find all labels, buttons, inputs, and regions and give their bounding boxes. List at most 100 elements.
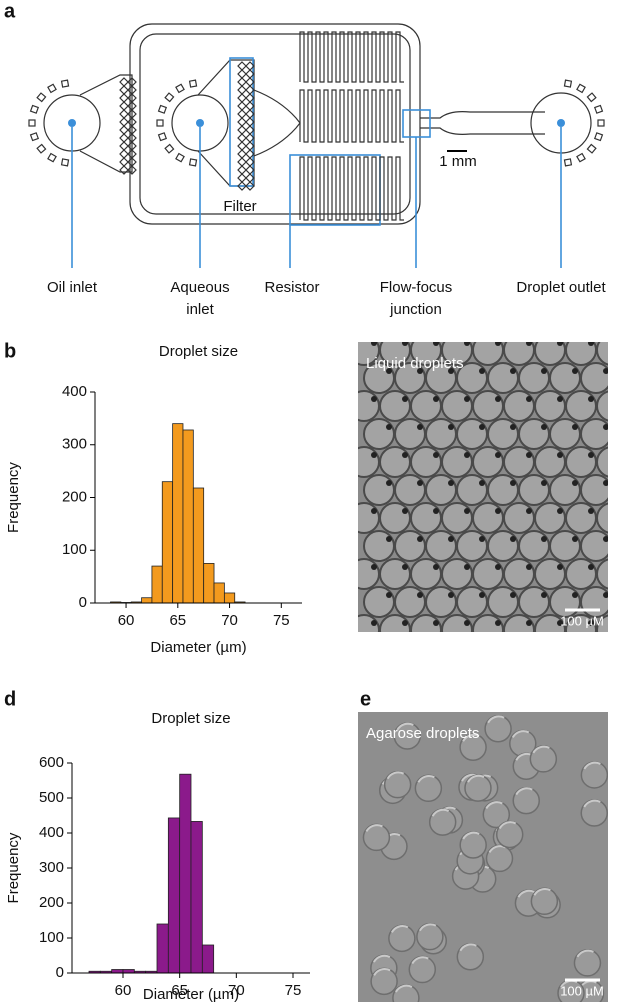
filter-post	[237, 157, 255, 167]
x-tick-label: 75	[273, 612, 290, 629]
droplet	[425, 586, 457, 618]
droplet-shadow	[386, 592, 392, 598]
callout-label: Oil inlet	[47, 279, 98, 296]
inlet-pad	[164, 92, 175, 103]
x-axis-label: Diameter (µm)	[150, 639, 246, 656]
histogram-bar	[203, 563, 215, 604]
droplet	[392, 984, 420, 1002]
droplet-shadow	[557, 396, 563, 402]
droplet	[518, 586, 550, 618]
y-axis-label: Frequency	[5, 832, 22, 903]
droplet	[503, 446, 535, 478]
droplet-shadow	[433, 452, 439, 458]
droplet-highlight	[583, 761, 601, 770]
droplet	[612, 363, 620, 393]
histogram-bar	[192, 487, 205, 604]
y-tick-label: 100	[62, 541, 87, 558]
droplet-highlight	[462, 733, 480, 742]
droplet-highlight	[533, 887, 551, 896]
histogram-bar	[156, 923, 169, 974]
droplet-shadow	[603, 480, 608, 486]
droplet-shadow	[402, 564, 408, 570]
droplet-shadow	[371, 564, 377, 570]
droplet-shadow	[572, 536, 578, 542]
droplet-shadow	[603, 536, 608, 542]
droplet	[408, 955, 437, 984]
droplet-shadow	[464, 564, 470, 570]
droplet	[512, 786, 540, 815]
y-tick-label: 300	[62, 436, 87, 453]
droplet-shadow	[479, 536, 485, 542]
x-tick-label: 70	[228, 982, 245, 999]
histogram-bar	[122, 969, 135, 974]
y-tick-label: 200	[62, 488, 87, 505]
droplet-shadow	[433, 396, 439, 402]
droplet	[518, 530, 550, 562]
droplet-shadow	[603, 424, 608, 430]
droplet-shadow	[495, 396, 501, 402]
y-tick-label: 300	[39, 859, 64, 876]
droplet-shadow	[402, 620, 408, 626]
droplet-highlight	[373, 968, 391, 976]
droplet	[549, 418, 581, 450]
inlet-pad	[47, 83, 57, 94]
droplet-shadow	[433, 620, 439, 626]
x-tick-label: 70	[221, 612, 238, 629]
droplet-shadow	[464, 620, 470, 626]
droplet	[363, 530, 395, 562]
panel-label: d	[4, 688, 16, 710]
droplet-shadow	[448, 424, 454, 430]
droplet	[425, 530, 457, 562]
droplet	[487, 474, 519, 506]
histogram-bar	[141, 597, 153, 604]
droplet	[596, 390, 608, 422]
droplet	[565, 502, 597, 534]
scale-bar-label: 1 mm	[439, 153, 477, 170]
inlet-pad	[164, 143, 175, 154]
droplet-highlight	[462, 831, 480, 840]
droplet	[394, 418, 426, 450]
droplet	[456, 943, 485, 971]
y-tick-label: 400	[62, 383, 87, 400]
droplet-shadow	[448, 536, 454, 542]
filter-post	[237, 125, 255, 135]
droplet-highlight	[517, 889, 535, 898]
inlet-pad	[175, 83, 185, 94]
y-tick-label: 400	[39, 824, 64, 841]
droplet-shadow	[572, 368, 578, 374]
droplet	[503, 342, 535, 366]
resistor-channel	[299, 156, 404, 221]
histogram-bar	[201, 944, 215, 974]
droplet	[416, 922, 444, 951]
droplet-highlight	[532, 745, 550, 754]
droplet	[394, 474, 426, 506]
droplet-shadow	[526, 564, 532, 570]
droplet-shadow	[495, 342, 501, 346]
droplet-shadow	[588, 396, 594, 402]
x-tick-label: 75	[285, 982, 302, 999]
droplet	[362, 823, 391, 852]
filter-post	[237, 101, 255, 111]
filter-post	[237, 133, 255, 143]
droplet-shadow	[402, 396, 408, 402]
droplet	[596, 502, 608, 534]
x-tick-label: 65	[171, 982, 188, 999]
droplet	[518, 418, 550, 450]
inlet-pad	[47, 152, 57, 163]
histogram-bar	[167, 817, 181, 974]
droplet-shadow	[371, 452, 377, 458]
inlet-pad	[157, 132, 168, 142]
droplet	[495, 820, 524, 849]
droplet-shadow	[572, 592, 578, 598]
micrograph-label: Agarose droplets	[366, 725, 479, 742]
droplet	[441, 390, 473, 422]
droplet-shadow	[510, 592, 516, 598]
inlet-pad	[593, 132, 604, 142]
droplet	[549, 474, 581, 506]
histogram-bar	[111, 969, 124, 974]
droplet-shadow	[448, 368, 454, 374]
droplet	[394, 586, 426, 618]
droplet	[529, 745, 558, 773]
filter-post	[119, 77, 137, 87]
